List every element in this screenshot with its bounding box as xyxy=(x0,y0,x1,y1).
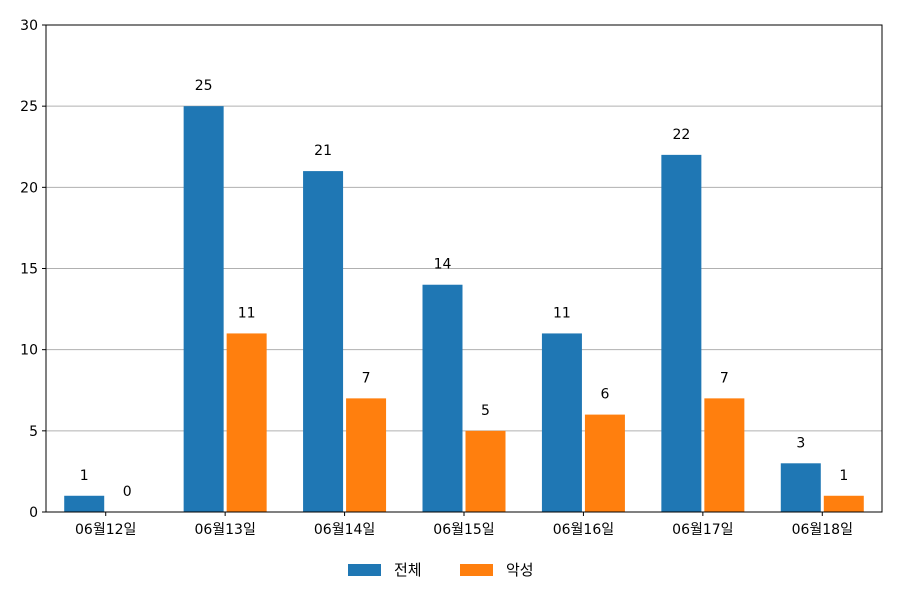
y-axis: 0 5 10 15 20 25 30 xyxy=(20,18,46,521)
data-label: 14 xyxy=(434,257,452,273)
bar-total xyxy=(64,495,105,512)
legend-swatch xyxy=(348,564,381,576)
bar-malicious xyxy=(823,495,864,512)
data-label: 0 xyxy=(123,484,132,500)
bar-malicious xyxy=(346,398,387,512)
legend: 전체 악성 xyxy=(348,561,534,579)
y-tick-label: 10 xyxy=(20,343,38,359)
bar-total xyxy=(661,154,702,512)
y-tick-label: 15 xyxy=(20,262,38,278)
legend-label: 전체 xyxy=(394,561,422,579)
data-label: 25 xyxy=(195,78,213,94)
legend-label: 악성 xyxy=(506,561,534,579)
y-tick-label: 0 xyxy=(29,505,38,521)
data-label: 7 xyxy=(720,370,729,386)
bar-malicious xyxy=(584,414,625,512)
data-label: 6 xyxy=(600,387,609,403)
data-label: 21 xyxy=(314,143,332,159)
x-tick-label: 06월12일 xyxy=(75,522,136,538)
data-label: 3 xyxy=(796,435,805,451)
bar-total xyxy=(541,333,582,512)
data-label: 1 xyxy=(80,468,89,484)
x-tick-label: 06월18일 xyxy=(792,522,853,538)
data-labels: 1 0 25 11 21 7 14 5 11 6 22 7 3 1 xyxy=(80,78,848,500)
grid-lines xyxy=(46,105,882,432)
data-label: 7 xyxy=(362,370,371,386)
bar-total xyxy=(422,284,463,512)
bars xyxy=(64,106,864,513)
bar-total xyxy=(303,171,344,512)
x-tick-label: 06월14일 xyxy=(314,522,375,538)
y-tick-label: 5 xyxy=(29,424,38,440)
x-tick-label: 06월13일 xyxy=(194,522,255,538)
x-tick-label: 06월16일 xyxy=(553,522,614,538)
x-tick-label: 06월17일 xyxy=(672,522,733,538)
bar-total xyxy=(183,106,224,513)
bar-malicious xyxy=(704,398,745,512)
y-tick-label: 25 xyxy=(20,99,38,115)
data-label: 11 xyxy=(238,305,256,321)
y-tick-label: 20 xyxy=(20,180,38,196)
y-tick-label: 30 xyxy=(20,18,38,34)
data-label: 22 xyxy=(672,127,690,143)
data-label: 11 xyxy=(553,305,571,321)
data-label: 1 xyxy=(839,468,848,484)
data-label: 5 xyxy=(481,403,490,419)
bar-total xyxy=(780,463,821,512)
legend-swatch xyxy=(460,564,493,576)
x-axis: 06월12일 06월13일 06월14일 06월15일 06월16일 06월17일 06월1… xyxy=(75,512,853,538)
bar-malicious xyxy=(465,430,506,512)
bar-malicious xyxy=(226,333,267,512)
x-tick-label: 06월15일 xyxy=(433,522,494,538)
